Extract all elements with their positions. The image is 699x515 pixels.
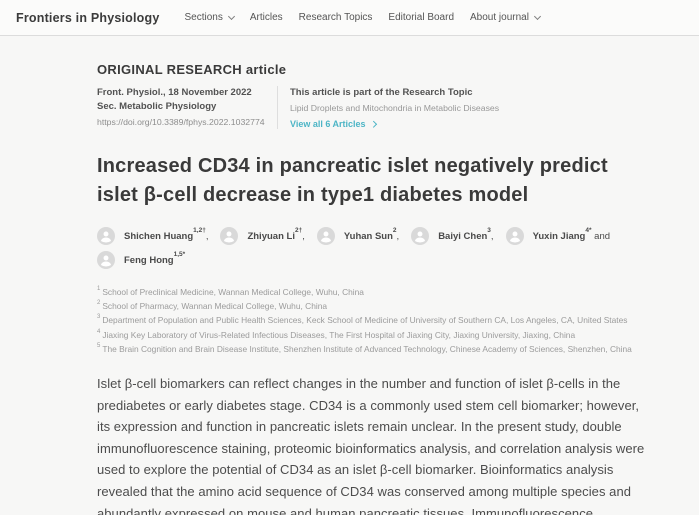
affiliation: 3 Department of Population and Public Hea… <box>97 314 628 326</box>
section-line: Sec. Metabolic Physiology <box>97 101 217 112</box>
journal-brand[interactable]: Frontiers in Physiology <box>16 10 160 25</box>
author-name: Shichen Huang1,2†, <box>124 226 209 243</box>
avatar-icon <box>97 227 115 245</box>
nav-item-label: Sections <box>184 12 223 23</box>
nav-item-articles[interactable]: Articles <box>250 12 283 23</box>
nav-item-about-journal[interactable]: About journal <box>470 12 541 23</box>
affiliation: 4 Jiaxing Key Laboratory of Virus-Related… <box>97 328 576 340</box>
avatar-icon <box>316 227 335 245</box>
vertical-divider <box>277 86 278 129</box>
article-title: Increased CD34 in pancreatic islet negat… <box>97 155 608 206</box>
nav-item-label: About journal <box>470 12 529 23</box>
journal-date-line: Front. Physiol., 18 November 2022 <box>97 87 252 98</box>
article-meta-row: Front. Physiol., 18 November 2022 Sec. M… <box>97 86 653 129</box>
chevron-down-icon <box>227 12 235 21</box>
nav-item-research-topics[interactable]: Research Topics <box>299 12 373 23</box>
abstract-text: Islet β-cell biomarkers can reflect chan… <box>97 376 645 515</box>
avatar-icon <box>97 251 115 269</box>
avatar-icon <box>411 227 430 245</box>
author-link[interactable]: Yuxin Jiang4* and <box>505 226 611 245</box>
author-name: Yuxin Jiang4* and <box>532 226 611 243</box>
top-navbar: Frontiers in Physiology Sections Article… <box>0 0 699 36</box>
view-all-articles-link[interactable]: View all 6 Articles <box>290 119 499 129</box>
affiliation: 1 School of Preclinical Medicine, Wannan … <box>97 286 364 297</box>
chevron-down-icon <box>533 12 541 21</box>
avatar-icon <box>220 227 239 245</box>
doi-text[interactable]: https://doi.org/10.3389/fphys.2022.10327… <box>97 117 265 127</box>
author-list: Shichen Huang1,2†, Zhiyuan Li2†, Yuhan S… <box>97 227 657 269</box>
nav-item-sections[interactable]: Sections <box>184 12 235 23</box>
avatar-icon <box>505 227 524 245</box>
author-name: Baiyi Chen3, <box>438 226 494 243</box>
author-name: Yuhan Sun2, <box>343 226 400 243</box>
author-link[interactable]: Zhiyuan Li2†, <box>220 226 305 245</box>
chevron-right-icon <box>369 120 376 128</box>
view-all-label: View all 6 Articles <box>290 119 366 129</box>
affiliation: 5 The Brain Cognition and Brain Disease I… <box>97 342 632 354</box>
navbar-menu: Sections Articles Research Topics Editor… <box>184 12 541 23</box>
research-topic-link[interactable]: Lipid Droplets and Mitochondria in Metab… <box>290 103 500 113</box>
nav-item-label: Research Topics <box>298 12 373 23</box>
author-link[interactable]: Shichen Huang1,2†, <box>97 227 208 245</box>
citation-block: Front. Physiol., 18 November 2022 Sec. M… <box>97 86 277 129</box>
research-topic-block: This article is part of the Research Top… <box>278 86 499 129</box>
author-name: Zhiyuan Li2†, <box>247 226 305 243</box>
nav-item-label: Editorial Board <box>388 12 455 23</box>
affiliation: 2 School of Pharmacy, Wannan Medical Coll… <box>97 300 328 311</box>
nav-item-label: Articles <box>249 12 283 23</box>
author-link[interactable]: Yuhan Sun2, <box>316 226 400 245</box>
article-page: ORIGINAL RESEARCH article Front. Physiol… <box>97 62 653 515</box>
nav-item-editorial-board[interactable]: Editorial Board <box>388 12 454 23</box>
author-link[interactable]: Feng Hong1,5* <box>97 251 185 269</box>
article-type-label: ORIGINAL RESEARCH article <box>97 62 287 77</box>
research-topic-intro: This article is part of the Research Top… <box>290 87 473 98</box>
affiliation-list: 1 School of Preclinical Medicine, Wannan … <box>97 284 653 355</box>
author-name: Feng Hong1,5* <box>124 250 186 267</box>
author-link[interactable]: Baiyi Chen3, <box>411 226 494 245</box>
